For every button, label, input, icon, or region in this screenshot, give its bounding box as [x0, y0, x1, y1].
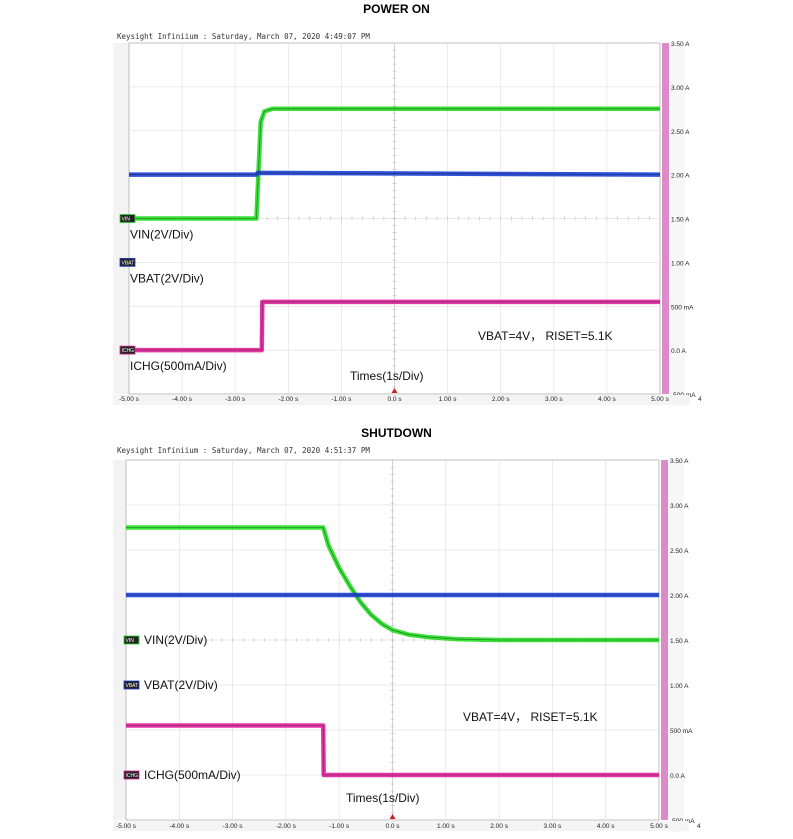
y-tick-label: 2.00 A: [671, 173, 690, 180]
channel-tag-vin: VIN: [122, 217, 131, 223]
scale-strip: [668, 460, 684, 832]
left-strip: [113, 460, 126, 820]
y-tick-label: 2.00 A: [670, 593, 689, 600]
power-on-title: POWER ON: [363, 2, 430, 16]
x-tick-label: 0.0 s: [387, 396, 402, 403]
x-tick-label: 5.00 s: [650, 823, 668, 830]
x-axis-label: Times(1s/Div): [346, 791, 420, 805]
x-tick-label: 1.00 s: [437, 823, 455, 830]
trigger-arrow: [391, 388, 398, 393]
shutdown-title: SHUTDOWN: [361, 426, 432, 440]
y-tick-label: 1.50 A: [671, 217, 690, 224]
channel-marker-vbat: [123, 680, 140, 690]
y-tick-label: 3.00 A: [671, 85, 690, 92]
y-tick-label: 2.50 A: [670, 548, 689, 555]
channel-tag-vbat: VBAT: [126, 683, 139, 689]
x-tick-label: 2.00 s: [490, 823, 508, 830]
x-tick-label: 3.00 s: [544, 823, 562, 830]
channel-marker-vin: [123, 635, 140, 645]
y-tick-label: 3.50 A: [670, 458, 689, 465]
channel-tag-vin: VIN: [126, 638, 135, 644]
channel-marker-vbat: [119, 257, 136, 267]
y-tick-label: 3.00 A: [670, 503, 689, 510]
x-tick-label: -2.00 s: [276, 823, 297, 830]
x-tick-label: -4.00 s: [169, 823, 190, 830]
trace-vbat: [129, 172, 661, 175]
trace-ichg: [129, 301, 660, 351]
scale-bar: [662, 43, 669, 394]
conditions-annotation: VBAT=4V， RISET=5.1K: [463, 710, 598, 724]
x-tick-label: 3.00 s: [545, 396, 563, 403]
y-tick-label: 2.50 A: [671, 129, 690, 136]
x-tick-label: 4.00 s: [597, 823, 615, 830]
x-axis-label: Times(1s/Div): [350, 369, 424, 383]
scale-bar: [661, 460, 668, 820]
channel-tag-ichg: ICHG: [126, 773, 139, 779]
y-tick-label: 500 mA: [670, 728, 693, 735]
trigger-arrow: [389, 814, 396, 819]
channel-label-vbat: VBAT(2V/Div): [130, 271, 204, 285]
x-tick-label: -5.00 s: [116, 823, 137, 830]
x-tick-label: -3.00 s: [225, 396, 246, 403]
corner-label: 4: [698, 396, 702, 403]
channel-marker-vin: [119, 214, 136, 223]
y-tick-label: 500 mA: [671, 304, 694, 311]
trace-vin: [129, 108, 660, 219]
x-tick-label: 2.00 s: [492, 396, 510, 403]
x-tick-label: 4.00 s: [598, 396, 616, 403]
channel-tag-vbat: VBAT: [122, 260, 135, 266]
corner-label: 4: [697, 823, 701, 830]
trace-vin: [126, 527, 659, 641]
channel-marker-ichg: [119, 345, 136, 355]
x-tick-label: -5.00 s: [119, 396, 140, 403]
x-tick-label: 5.00 s: [651, 396, 669, 403]
y-tick-label: 1.00 A: [671, 260, 690, 267]
trace-ichg: [126, 725, 659, 776]
scope-header: Keysight Infiniium : Saturday, March 07,…: [117, 32, 370, 41]
x-tick-band: [113, 821, 689, 831]
channel-label-vbat: VBAT(2V/Div): [144, 678, 218, 692]
x-tick-label: 1.00 s: [439, 396, 457, 403]
y-tick-label: 1.00 A: [670, 683, 689, 690]
x-tick-label: -2.00 s: [278, 396, 299, 403]
channel-label-vin: VIN(2V/Div): [130, 228, 193, 242]
power-on-chart: Keysight Infiniium : Saturday, March 07,…: [113, 32, 702, 406]
y-tick-label: 3.50 A: [671, 41, 690, 48]
channel-tag-ichg: ICHG: [122, 348, 135, 354]
x-tick-band: [113, 395, 690, 405]
x-tick-label: -3.00 s: [223, 823, 244, 830]
channel-marker-ichg: [123, 770, 140, 780]
channel-label-ichg: ICHG(500mA/Div): [144, 768, 241, 782]
x-tick-label: -1.00 s: [331, 396, 352, 403]
x-tick-label: 0.0 s: [385, 823, 400, 830]
y-tick-label: 0.0 A: [671, 348, 686, 355]
channel-label-vin: VIN(2V/Div): [144, 633, 207, 647]
scale-strip: [669, 43, 685, 406]
x-tick-label: -4.00 s: [172, 396, 193, 403]
conditions-annotation: VBAT=4V， RISET=5.1K: [478, 329, 613, 343]
shutdown-chart: Keysight Infiniium : Saturday, March 07,…: [113, 446, 701, 832]
x-tick-label: -1.00 s: [329, 823, 350, 830]
scope-header: Keysight Infiniium : Saturday, March 07,…: [117, 446, 370, 455]
channel-label-ichg: ICHG(500mA/Div): [130, 359, 227, 373]
y-tick-label: 0.0 A: [670, 773, 685, 780]
y-tick-label: 1.50 A: [670, 638, 689, 645]
